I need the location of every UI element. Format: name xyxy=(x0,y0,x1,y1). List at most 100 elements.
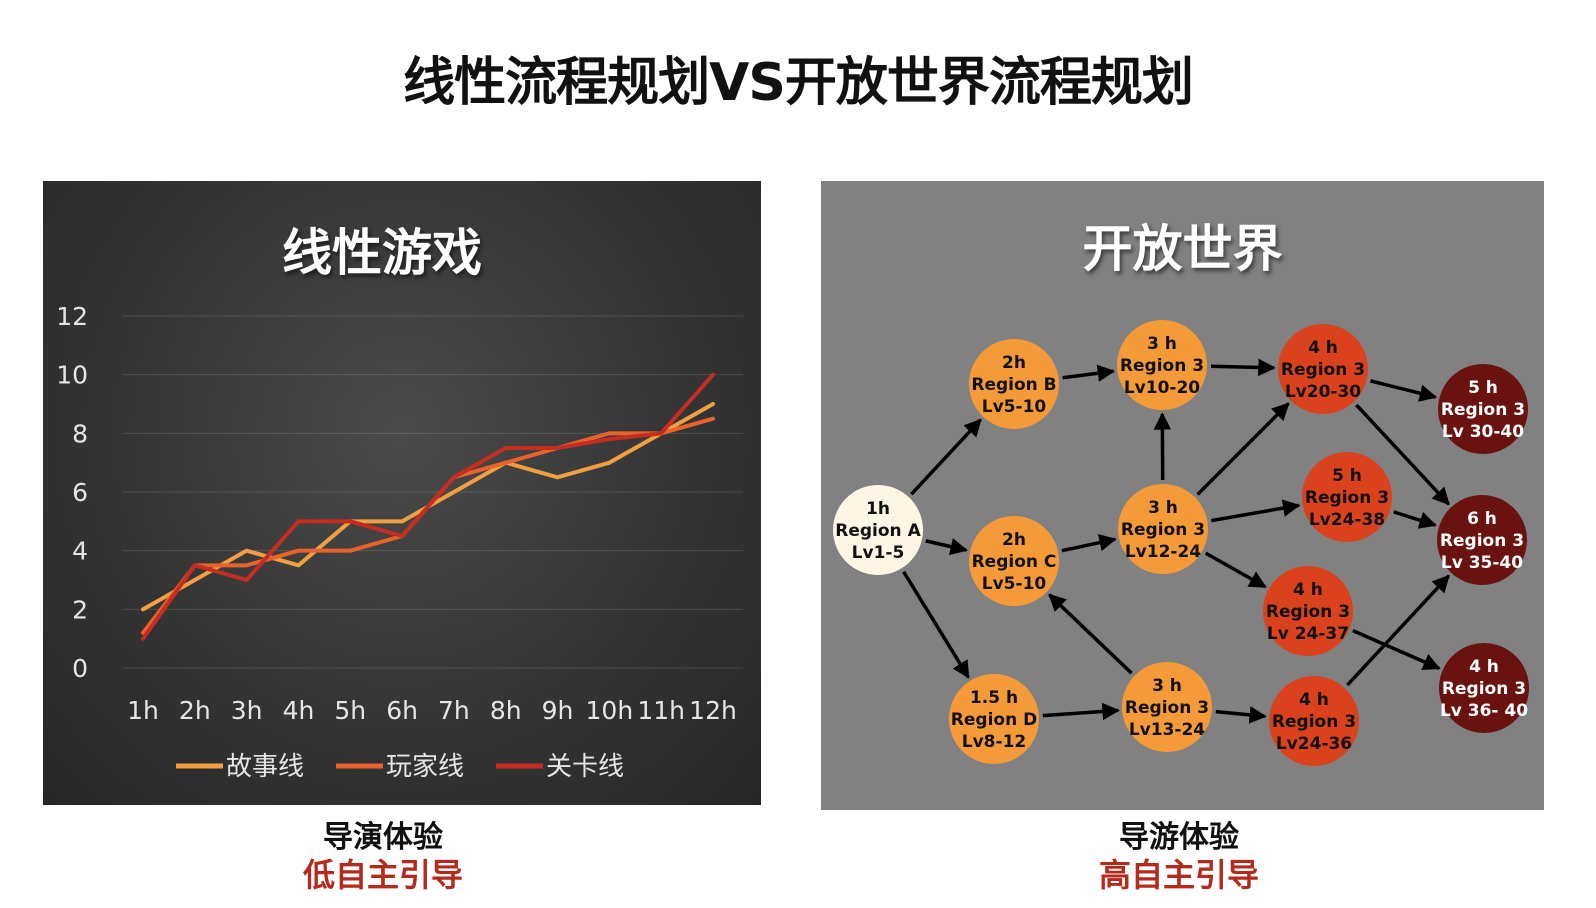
region-node-circle xyxy=(969,516,1059,606)
region-node-label: Lv 36- 40 xyxy=(1440,701,1528,721)
region-node-label: Region 3 xyxy=(1305,488,1389,508)
region-node-label: Region 3 xyxy=(1125,698,1209,718)
region-node-label: Region D xyxy=(951,710,1037,730)
linear-chart-title: 线性游戏 xyxy=(282,224,482,282)
region-node-label: 3 h xyxy=(1152,676,1182,696)
open-world-diagram-panel: 开放世界 1h Region A Lv1-5 2h Region B Lv5-10 2h Re… xyxy=(821,181,1544,810)
y-tick-label: 12 xyxy=(56,302,88,331)
flow-arrow xyxy=(1355,403,1450,506)
region-node-label: Lv20-30 xyxy=(1285,382,1361,402)
open-world-diagram-title: 开放世界 xyxy=(1082,220,1283,278)
region-node-label: Lv13-24 xyxy=(1129,720,1205,740)
right-caption-guidance: 高自主引导 xyxy=(1098,856,1259,894)
flow-arrow xyxy=(1061,534,1117,553)
region-node-label: Region B xyxy=(971,375,1056,395)
region-node-circle xyxy=(1263,566,1353,656)
region-node-label: 3 h xyxy=(1148,498,1178,518)
x-tick-label: 10h xyxy=(586,696,634,725)
region-node-label: Lv12-24 xyxy=(1125,542,1201,562)
region-node-label: Region A xyxy=(835,521,921,541)
main-title: 线性流程规划VS开放世界流程规划 xyxy=(403,53,1194,113)
region-node-circle xyxy=(949,674,1039,764)
x-tick-label: 7h xyxy=(438,696,470,725)
flow-arrow xyxy=(910,418,982,496)
region-node-label: 6 h xyxy=(1467,509,1497,529)
region-node-circle xyxy=(833,485,923,575)
region-node-label: Region 3 xyxy=(1440,531,1524,551)
x-tick-label: 1h xyxy=(127,696,159,725)
legend-label: 故事线 xyxy=(226,752,304,782)
region-node-circle xyxy=(1438,364,1528,454)
region-node-label: Region 3 xyxy=(1281,360,1365,380)
region-node-label: Region 3 xyxy=(1266,602,1350,622)
flow-arrow xyxy=(1048,593,1133,675)
flow-arrow xyxy=(1352,629,1441,671)
linear-game-chart-panel: 线性游戏 0 2 4 6 8 10 12 1h 2h 3h 4h 5h 6h 7h 8h 9h 10h 11h 12… xyxy=(43,181,761,805)
region-node-label: Region 3 xyxy=(1441,400,1525,420)
x-tick-label: 3h xyxy=(231,696,263,725)
region-node-label: 4 h xyxy=(1308,338,1338,358)
right-caption-experience: 导游体验 xyxy=(1119,820,1239,855)
region-node-label: Region 3 xyxy=(1442,679,1526,699)
region-node-circle xyxy=(1117,320,1207,410)
y-tick-label: 6 xyxy=(72,478,88,507)
y-tick-label: 4 xyxy=(72,537,88,566)
x-tick-label: 6h xyxy=(386,696,418,725)
flow-arrow xyxy=(1370,379,1438,402)
region-node-label: Lv5-10 xyxy=(982,574,1047,594)
legend-label: 玩家线 xyxy=(386,752,464,782)
region-node-label: Lv24-36 xyxy=(1276,734,1352,754)
region-node-circle xyxy=(1437,495,1527,585)
flow-arrow xyxy=(925,538,968,556)
y-tick-label: 2 xyxy=(72,595,88,624)
region-node-label: Lv1-5 xyxy=(852,543,905,563)
region-node-label: 4 h xyxy=(1293,580,1323,600)
y-tick-label: 10 xyxy=(56,361,88,390)
flow-arrow xyxy=(902,570,970,679)
region-node-label: 2h xyxy=(1002,530,1026,550)
region-node-circle xyxy=(1278,324,1368,414)
region-node-label: Lv5-10 xyxy=(982,397,1047,417)
x-tick-label: 2h xyxy=(179,696,211,725)
flow-arrow xyxy=(1215,706,1267,724)
region-node-circle xyxy=(1269,676,1359,766)
region-node-circle xyxy=(969,339,1059,429)
region-node-label: Lv 35-40 xyxy=(1441,553,1523,573)
flow-arrow xyxy=(1042,702,1120,721)
region-node-circle xyxy=(1439,643,1529,733)
region-node-label: Lv24-38 xyxy=(1309,510,1385,530)
region-node-circle xyxy=(1122,662,1212,752)
region-node-circle xyxy=(1118,484,1208,574)
region-node-label: Region 3 xyxy=(1121,520,1205,540)
legend-label: 关卡线 xyxy=(546,752,624,782)
region-node-label: 5 h xyxy=(1468,378,1498,398)
line-chart: 0 2 4 6 8 10 12 1h 2h 3h 4h 5h 6h 7h 8h 9h 10h 11h 12h 故事线 玩… xyxy=(56,302,743,782)
region-node-label: Region 3 xyxy=(1120,356,1204,376)
region-node-label: 5 h xyxy=(1332,466,1362,486)
left-caption-experience: 导演体验 xyxy=(323,820,443,855)
flow-arrow xyxy=(1062,364,1116,382)
x-tick-label: 8h xyxy=(490,696,522,725)
region-node-label: 4 h xyxy=(1299,690,1329,710)
region-node-label: Lv8-12 xyxy=(962,732,1026,752)
region-node-label: Lv 24-37 xyxy=(1267,624,1349,644)
series-line xyxy=(141,372,715,641)
x-tick-label: 9h xyxy=(542,696,574,725)
flow-arrow xyxy=(1204,551,1267,589)
region-node-label: 1h xyxy=(866,499,890,519)
region-node-label: Lv 30-40 xyxy=(1442,422,1524,442)
region-node-label: 1.5 h xyxy=(970,688,1018,708)
left-caption-guidance: 低自主引导 xyxy=(302,856,463,894)
